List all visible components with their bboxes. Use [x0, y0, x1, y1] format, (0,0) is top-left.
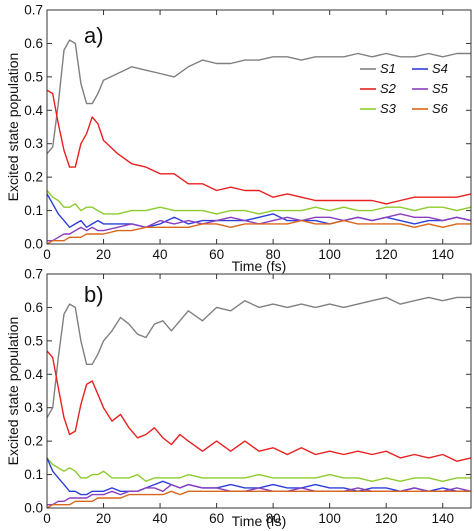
y-tick-label: 0.7 — [24, 267, 43, 282]
y-tick-label: 0.3 — [24, 400, 43, 415]
x-tick-label: 100 — [318, 511, 341, 526]
y-tick-label: 0.2 — [24, 170, 43, 185]
y-tick-label: 0.0 — [24, 501, 43, 516]
x-tick-label: 80 — [266, 511, 281, 526]
x-tick-label: 140 — [431, 247, 454, 262]
x-tick-label: 40 — [153, 511, 168, 526]
series-line-s5 — [47, 213, 472, 242]
y-tick-label: 0.1 — [24, 203, 43, 218]
plot-frame — [46, 9, 472, 245]
x-tick-label: 80 — [266, 247, 281, 262]
y-tick-label: 0.5 — [24, 69, 43, 84]
y-tick-label: 0.6 — [24, 300, 43, 315]
x-axis-title: Time (fs) — [232, 513, 287, 529]
panel-b: 0.0 0.1 0.2 0.3 0.4 0.5 0.6 0.7 0 20 40 60 80 100 120 1… — [5, 267, 472, 529]
panel-label: b) — [84, 282, 104, 307]
y-axis-title: Excited state population — [5, 53, 21, 202]
x-tick-label: 140 — [431, 511, 454, 526]
panel-a: 0.0 0.1 0.2 0.3 0.4 0.5 0.6 0.7 0 20 40 60 80 100 120 1… — [5, 3, 472, 274]
series-line-s6 — [46, 219, 471, 245]
series-line-s3 — [46, 190, 472, 215]
y-tick-label: 0.2 — [24, 434, 43, 449]
y-axis-title: Excited state population — [5, 317, 21, 466]
series-line-s3 — [46, 457, 471, 482]
y-tick-label: 0.0 — [24, 237, 43, 252]
legend-label-s6: S6 — [432, 101, 449, 116]
x-tick-label: 20 — [96, 247, 111, 262]
y-tick-label: 0.7 — [24, 3, 43, 18]
legend-label-s4: S4 — [432, 61, 448, 76]
y-tick-label: 0.1 — [24, 467, 43, 482]
x-tick-label: 0 — [43, 247, 51, 262]
x-tick-label: 120 — [375, 247, 398, 262]
x-axis-title: Time (fs) — [232, 258, 287, 274]
x-tick-label: 60 — [209, 511, 224, 526]
legend-label-s5: S5 — [432, 81, 449, 96]
series-line-s2 — [46, 350, 472, 462]
series-line-s6 — [46, 490, 471, 509]
y-tick-label: 0.3 — [24, 136, 43, 151]
legend-label-s1: S1 — [380, 61, 396, 76]
legend-label-s2: S2 — [380, 81, 397, 96]
y-tick-label: 0.4 — [24, 103, 43, 118]
x-tick-label: 0 — [43, 511, 51, 526]
series-line-s1 — [46, 39, 471, 155]
x-tick-label: 40 — [153, 247, 168, 262]
series-line-s1 — [46, 296, 471, 419]
y-tick-label: 0.4 — [24, 367, 43, 382]
y-tick-label: 0.5 — [24, 333, 43, 348]
x-tick-label: 120 — [375, 511, 398, 526]
legend-label-s3: S3 — [380, 101, 397, 116]
x-tick-label: 60 — [209, 247, 224, 262]
panel-label: a) — [84, 23, 104, 48]
x-tick-label: 20 — [96, 511, 111, 526]
y-tick-label: 0.6 — [24, 36, 43, 51]
x-tick-label: 100 — [318, 247, 341, 262]
series-line-s2 — [46, 89, 472, 205]
plot-frame — [46, 273, 472, 509]
series-line-s5 — [47, 483, 472, 506]
